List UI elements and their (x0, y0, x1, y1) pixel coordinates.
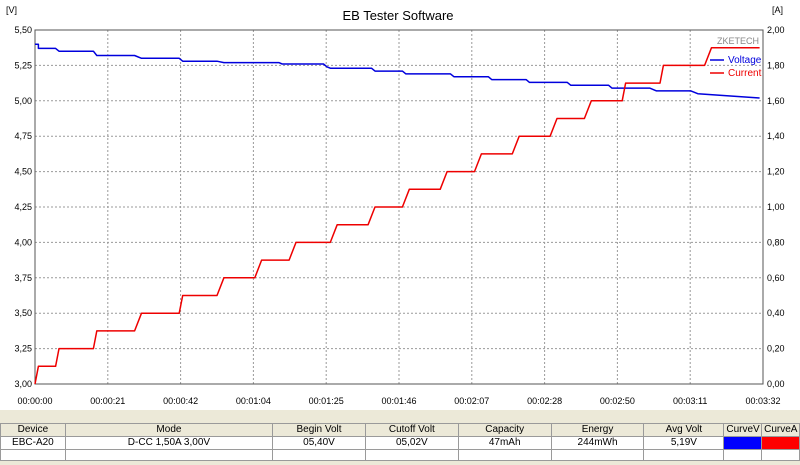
left-tick-label: 5,25 (14, 60, 32, 70)
header-device: Device (0, 423, 66, 437)
right-axis-unit: [A] (772, 5, 783, 15)
empty-cell (64, 449, 274, 461)
left-tick-label: 4,00 (14, 237, 32, 247)
info-table: Device Mode Begin Volt Cutoff Volt Capac… (0, 423, 800, 461)
left-tick-label: 5,50 (14, 25, 32, 35)
empty-cell (364, 449, 459, 461)
right-tick-label: 0,80 (767, 237, 785, 247)
left-y-axis: 3,00 3,25 3,50 3,75 4,00 4,25 4,50 4,75 5,00 5,25… (14, 25, 32, 389)
header-curve-v: CurveV (723, 423, 763, 437)
left-tick-label: 3,50 (14, 308, 32, 318)
right-tick-label: 1,00 (767, 202, 785, 212)
chart-area: EB Tester Software [V] [A] 00:00:00 00:00… (0, 0, 800, 410)
curve-v-color-swatch[interactable] (723, 436, 763, 450)
chart-title: EB Tester Software (342, 8, 453, 23)
empty-cell (550, 449, 645, 461)
brand-label: ZKETECH (717, 36, 759, 46)
x-tick-label: 00:00:00 (17, 396, 52, 406)
left-tick-label: 3,75 (14, 273, 32, 283)
right-tick-label: 1,80 (767, 60, 785, 70)
x-tick-label: 00:02:07 (454, 396, 489, 406)
x-tick-label: 00:01:04 (236, 396, 271, 406)
header-mode: Mode (64, 423, 274, 437)
left-tick-label: 4,50 (14, 167, 32, 177)
x-axis: 00:00:00 00:00:21 00:00:42 00:01:04 00:01:25… (17, 396, 780, 406)
right-tick-label: 0,20 (767, 344, 785, 354)
right-tick-label: 1,40 (767, 131, 785, 141)
left-tick-label: 4,25 (14, 202, 32, 212)
cell-begin-volt: 05,40V (272, 436, 366, 450)
x-tick-label: 00:02:50 (600, 396, 635, 406)
cell-capacity: 47mAh (457, 436, 552, 450)
empty-cell (272, 449, 366, 461)
cell-cutoff-volt: 05,02V (364, 436, 459, 450)
x-tick-label: 00:00:21 (90, 396, 125, 406)
left-tick-label: 3,00 (14, 379, 32, 389)
right-tick-label: 0,40 (767, 308, 785, 318)
left-tick-label: 3,25 (14, 344, 32, 354)
header-cutoff-volt: Cutoff Volt (364, 423, 459, 437)
header-begin-volt: Begin Volt (272, 423, 366, 437)
right-tick-label: 0,00 (767, 379, 785, 389)
cell-avg-volt: 5,19V (643, 436, 725, 450)
left-tick-label: 5,00 (14, 96, 32, 106)
empty-cell (643, 449, 725, 461)
empty-cell (0, 449, 66, 461)
cell-mode: D-CC 1,50A 3,00V (64, 436, 274, 450)
left-axis-unit: [V] (6, 5, 17, 15)
right-tick-label: 1,60 (767, 96, 785, 106)
series-group (34, 43, 760, 385)
info-header-row: Device Mode Begin Volt Cutoff Volt Capac… (0, 423, 800, 437)
x-tick-label: 00:03:11 (673, 396, 707, 406)
right-y-axis: 0,00 0,20 0,40 0,60 0,80 1,00 1,20 1,40 1,60 1,80… (767, 25, 785, 389)
header-capacity: Capacity (457, 423, 552, 437)
right-tick-label: 1,20 (767, 167, 785, 177)
left-tick-label: 4,75 (14, 131, 32, 141)
info-data-row[interactable]: EBC-A20 D-CC 1,50A 3,00V 05,40V 05,02V 4… (0, 436, 800, 450)
empty-cell (761, 449, 800, 461)
header-avg-volt: Avg Volt (643, 423, 725, 437)
current-series-line (34, 46, 760, 385)
curve-a-color-swatch[interactable] (761, 436, 800, 450)
legend: Voltage Current (710, 55, 762, 79)
x-tick-label: 00:00:42 (163, 396, 198, 406)
x-tick-label: 00:03:32 (745, 396, 780, 406)
empty-cell (723, 449, 763, 461)
header-curve-a: CurveA (761, 423, 800, 437)
x-tick-label: 00:02:28 (527, 396, 562, 406)
voltage-series-line (35, 43, 760, 99)
empty-cell (457, 449, 552, 461)
cell-device: EBC-A20 (0, 436, 66, 450)
legend-current-label: Current (728, 68, 762, 79)
info-empty-row (0, 449, 800, 461)
plot-frame (34, 29, 764, 385)
x-tick-label: 00:01:25 (309, 396, 344, 406)
x-tick-label: 00:01:46 (381, 396, 416, 406)
header-energy: Energy (550, 423, 645, 437)
cell-energy: 244mWh (550, 436, 645, 450)
right-tick-label: 2,00 (767, 25, 785, 35)
legend-voltage-label: Voltage (728, 55, 762, 66)
right-tick-label: 0,60 (767, 273, 785, 283)
